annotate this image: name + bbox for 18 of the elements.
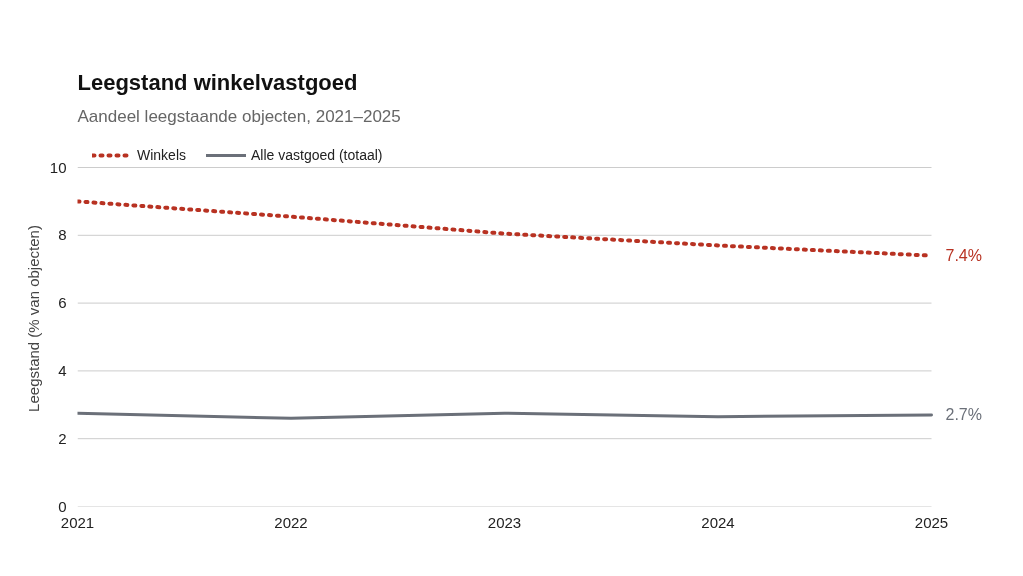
- y-tick-label: 2: [58, 429, 67, 447]
- chart-subtitle: Aandeel leegstaande objecten, 2021–2025: [77, 106, 401, 126]
- annotation: 7.4%: [945, 247, 982, 265]
- x-tick-label: 2023: [487, 513, 522, 531]
- y-tick-label: 8: [58, 226, 67, 244]
- y-tick-label: 4: [58, 361, 67, 379]
- y-tick-label: 6: [58, 294, 67, 312]
- annotation: 2.7%: [945, 406, 982, 424]
- y-tick-label: 10: [49, 158, 67, 176]
- legend-label: Winkels: [137, 147, 187, 163]
- x-tick-label: 2025: [914, 513, 949, 531]
- y-tick-label: 0: [58, 497, 67, 515]
- chart-title: Leegstand winkelvastgoed: [77, 69, 358, 95]
- x-tick-label: 2022: [274, 513, 308, 531]
- legend-label: Alle vastgoed (totaal): [251, 147, 383, 163]
- y-axis-title: Leegstand (% van objecten): [24, 225, 42, 412]
- x-tick-label: 2024: [701, 513, 735, 531]
- x-tick-label: 2021: [60, 513, 95, 531]
